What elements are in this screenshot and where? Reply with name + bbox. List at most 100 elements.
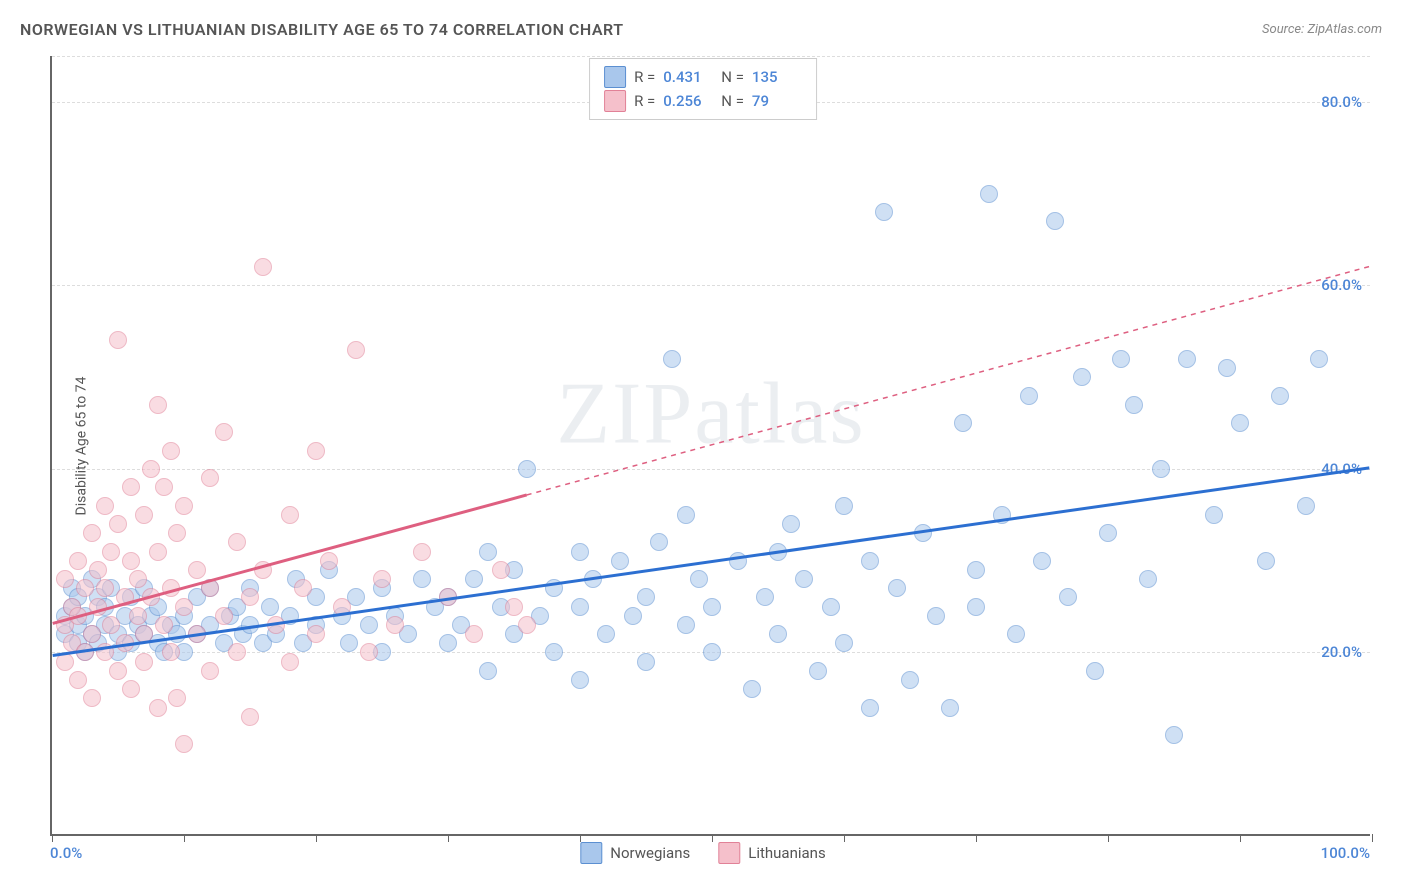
scatter-point [201, 579, 219, 597]
scatter-point [175, 735, 193, 753]
x-tick [1240, 834, 1241, 842]
scatter-point [149, 396, 167, 414]
scatter-point [135, 653, 153, 671]
scatter-point [142, 460, 160, 478]
scatter-point [743, 680, 761, 698]
legend-item: Lithuanians [718, 842, 825, 864]
scatter-point [769, 543, 787, 561]
scatter-point [188, 625, 206, 643]
legend-label: Norwegians [610, 844, 690, 862]
scatter-point [809, 662, 827, 680]
scatter-point [1007, 625, 1025, 643]
scatter-point [545, 643, 563, 661]
scatter-point [89, 561, 107, 579]
scatter-point [373, 570, 391, 588]
scatter-point [109, 515, 127, 533]
scatter-point [479, 662, 497, 680]
scatter-point [129, 607, 147, 625]
scatter-point [571, 671, 589, 689]
scatter-point [861, 699, 879, 717]
scatter-point [1112, 350, 1130, 368]
scatter-point [76, 579, 94, 597]
scatter-point [168, 689, 186, 707]
scatter-point [96, 497, 114, 515]
scatter-point [135, 506, 153, 524]
x-tick [1108, 834, 1109, 842]
scatter-point [69, 552, 87, 570]
scatter-point [188, 561, 206, 579]
x-tick [580, 834, 581, 842]
scatter-point [729, 552, 747, 570]
scatter-point [901, 671, 919, 689]
scatter-point [76, 643, 94, 661]
scatter-point [677, 506, 695, 524]
scatter-point [1086, 662, 1104, 680]
scatter-point [650, 533, 668, 551]
scatter-point [162, 442, 180, 460]
scatter-point [129, 570, 147, 588]
scatter-point [281, 653, 299, 671]
scatter-point [769, 625, 787, 643]
legend-label: Lithuanians [748, 844, 825, 862]
scatter-point [175, 497, 193, 515]
legend-r-label: R = [634, 65, 655, 89]
scatter-point [584, 570, 602, 588]
scatter-point [228, 533, 246, 551]
scatter-point [1218, 359, 1236, 377]
chart-container: NORWEGIAN VS LITHUANIAN DISABILITY AGE 6… [0, 0, 1406, 892]
scatter-point [637, 588, 655, 606]
scatter-point [413, 543, 431, 561]
scatter-point [340, 634, 358, 652]
scatter-point [241, 588, 259, 606]
legend-swatch [604, 66, 626, 88]
scatter-point [1073, 368, 1091, 386]
scatter-point [637, 653, 655, 671]
scatter-point [83, 689, 101, 707]
scatter-point [439, 588, 457, 606]
scatter-point [83, 524, 101, 542]
scatter-point [571, 598, 589, 616]
scatter-point [1310, 350, 1328, 368]
legend-item: Norwegians [580, 842, 690, 864]
scatter-point [347, 341, 365, 359]
scatter-point [83, 625, 101, 643]
legend-row: R =0.256N =79 [604, 89, 802, 113]
source-label: Source: [1262, 22, 1307, 37]
scatter-point [307, 442, 325, 460]
scatter-point [571, 543, 589, 561]
scatter-point [102, 543, 120, 561]
scatter-point [116, 634, 134, 652]
scatter-point [162, 579, 180, 597]
scatter-point [861, 552, 879, 570]
legend-r-value: 0.256 [663, 89, 713, 113]
scatter-point [1152, 460, 1170, 478]
scatter-point [149, 543, 167, 561]
scatter-point [518, 616, 536, 634]
series-legend: Norwegians Lithuanians [580, 842, 825, 864]
scatter-point [116, 588, 134, 606]
scatter-point [822, 598, 840, 616]
y-tick-label: 20.0% [1321, 643, 1362, 661]
scatter-point [122, 680, 140, 698]
scatter-point [624, 607, 642, 625]
scatter-point [465, 625, 483, 643]
scatter-point [228, 643, 246, 661]
scatter-point [281, 506, 299, 524]
x-tick [712, 834, 713, 842]
scatter-point [1059, 588, 1077, 606]
scatter-point [703, 643, 721, 661]
scatter-point [307, 625, 325, 643]
scatter-point [1139, 570, 1157, 588]
chart-title: NORWEGIAN VS LITHUANIAN DISABILITY AGE 6… [20, 20, 624, 39]
scatter-point [267, 616, 285, 634]
x-tick [184, 834, 185, 842]
y-tick-label: 80.0% [1321, 93, 1362, 111]
scatter-point [69, 671, 87, 689]
scatter-point [993, 506, 1011, 524]
scatter-point [1020, 387, 1038, 405]
plot-area: ZIPatlas 20.0%40.0%60.0%80.0% [50, 56, 1370, 836]
scatter-point [360, 616, 378, 634]
scatter-point [122, 552, 140, 570]
scatter-point [835, 634, 853, 652]
scatter-point [294, 579, 312, 597]
